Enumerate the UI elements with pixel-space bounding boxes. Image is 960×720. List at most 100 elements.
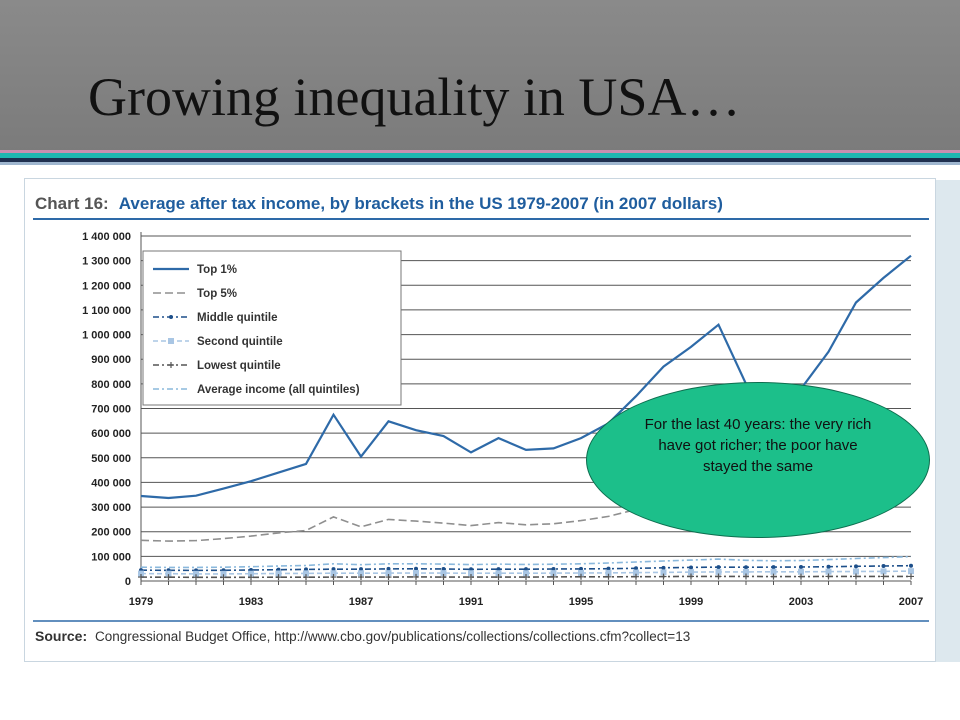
data-point: [303, 570, 309, 577]
data-point: [495, 570, 502, 577]
x-tick-label: 1979: [129, 596, 153, 608]
data-point: [138, 570, 144, 577]
data-point: [825, 568, 832, 575]
data-point: [169, 315, 173, 319]
data-point: [524, 567, 528, 572]
data-point: [523, 570, 529, 577]
y-tick-label: 300 000: [91, 502, 131, 514]
data-point: [909, 563, 913, 568]
legend-label: Middle quintile: [197, 312, 278, 324]
y-tick-labels: 0 100 000 200 000 300 000 400 000 500 000 600 …: [82, 231, 131, 588]
data-point: [165, 574, 172, 581]
data-point: [605, 573, 612, 580]
data-point: [825, 573, 832, 580]
y-tick-label: 700 000: [91, 404, 131, 416]
x-tick-label: 1987: [349, 596, 373, 608]
decorative-side-strip: [936, 180, 960, 662]
data-point: [413, 573, 419, 580]
legend-label: Top 5%: [197, 288, 237, 300]
data-point: [715, 573, 722, 580]
callout-background: [586, 382, 930, 538]
data-point: [330, 570, 337, 577]
data-point: [165, 570, 172, 577]
series-line-middle-quintile: [140, 564, 912, 572]
data-point: [440, 570, 447, 577]
y-tick-label: 1 400 000: [82, 231, 131, 243]
legend-label: Second quintile: [197, 336, 283, 348]
data-point: [358, 570, 364, 577]
data-point: [633, 573, 639, 580]
data-point: [688, 569, 694, 576]
data-point: [716, 565, 721, 570]
data-point: [468, 574, 474, 581]
x-tick-label: 1991: [459, 596, 483, 608]
data-point: [303, 574, 309, 581]
data-point: [385, 574, 392, 581]
data-point: [826, 564, 831, 569]
data-point: [743, 568, 749, 575]
y-tick-label: 200 000: [91, 527, 131, 539]
data-point: [798, 573, 804, 580]
slide-title: Growing inequality in USA…: [88, 67, 741, 127]
series-line-lowest-quintile: [140, 575, 911, 579]
data-point: [193, 574, 199, 581]
data-point: [771, 565, 776, 570]
data-point: [770, 573, 777, 580]
x-tick-label: 1983: [239, 596, 263, 608]
x-tick-label: 2007: [899, 596, 923, 608]
y-tick-label: 1 200 000: [82, 280, 131, 292]
data-point: [798, 568, 804, 575]
data-point: [248, 574, 254, 581]
data-point: [881, 563, 886, 568]
data-point: [550, 570, 557, 577]
data-point: [660, 573, 667, 580]
legend-box: [142, 250, 402, 406]
series-average-income-all-quintiles: [140, 555, 912, 569]
data-point: [744, 565, 748, 570]
data-point: [605, 569, 612, 576]
y-tick-label: 900 000: [91, 354, 131, 366]
x-tick-label: 1995: [569, 596, 593, 608]
data-point: [880, 573, 887, 580]
series-second-quintile: [138, 568, 914, 577]
data-point: [220, 574, 227, 581]
data-point: [578, 573, 584, 580]
y-tick-label: 0: [125, 576, 131, 588]
data-point: [854, 564, 858, 569]
divider-stripe-light: [0, 162, 960, 165]
y-tick-label: 1 000 000: [82, 330, 131, 342]
data-point: [413, 569, 419, 576]
data-point: [551, 567, 556, 572]
data-point: [220, 570, 227, 577]
data-point: [248, 570, 254, 577]
data-point: [799, 564, 803, 569]
data-point: [853, 573, 859, 580]
data-point: [386, 566, 391, 571]
data-point: [441, 567, 446, 572]
data-point: [495, 574, 502, 581]
chart-source: Source: Congressional Budget Office, htt…: [35, 628, 690, 644]
y-tick-label: 500 000: [91, 453, 131, 465]
data-point: [578, 569, 584, 576]
data-point: [275, 574, 282, 581]
y-tick-label: 1 100 000: [82, 305, 131, 317]
data-point: [579, 566, 583, 571]
y-tick-label: 400 000: [91, 477, 131, 489]
data-point: [275, 570, 282, 577]
data-point: [660, 569, 667, 576]
data-point: [688, 573, 694, 580]
y-tick-label: 600 000: [91, 428, 131, 440]
data-point: [468, 570, 474, 577]
data-point: [908, 568, 914, 575]
data-point: [359, 567, 363, 572]
divider-stripe-teal: [0, 153, 960, 158]
x-tick-label: 1999: [679, 596, 703, 608]
divider-stripe-pink: [0, 150, 960, 153]
series-middle-quintile: [139, 563, 913, 573]
data-point: [168, 362, 174, 368]
data-point: [440, 574, 447, 581]
data-point: [168, 338, 174, 344]
data-point: [880, 568, 887, 575]
legend: Top 1% Top 5% Middle quintile Second quinti…: [142, 250, 402, 406]
callout-ellipse: For the last 40 years: the very rich hav…: [586, 382, 930, 538]
